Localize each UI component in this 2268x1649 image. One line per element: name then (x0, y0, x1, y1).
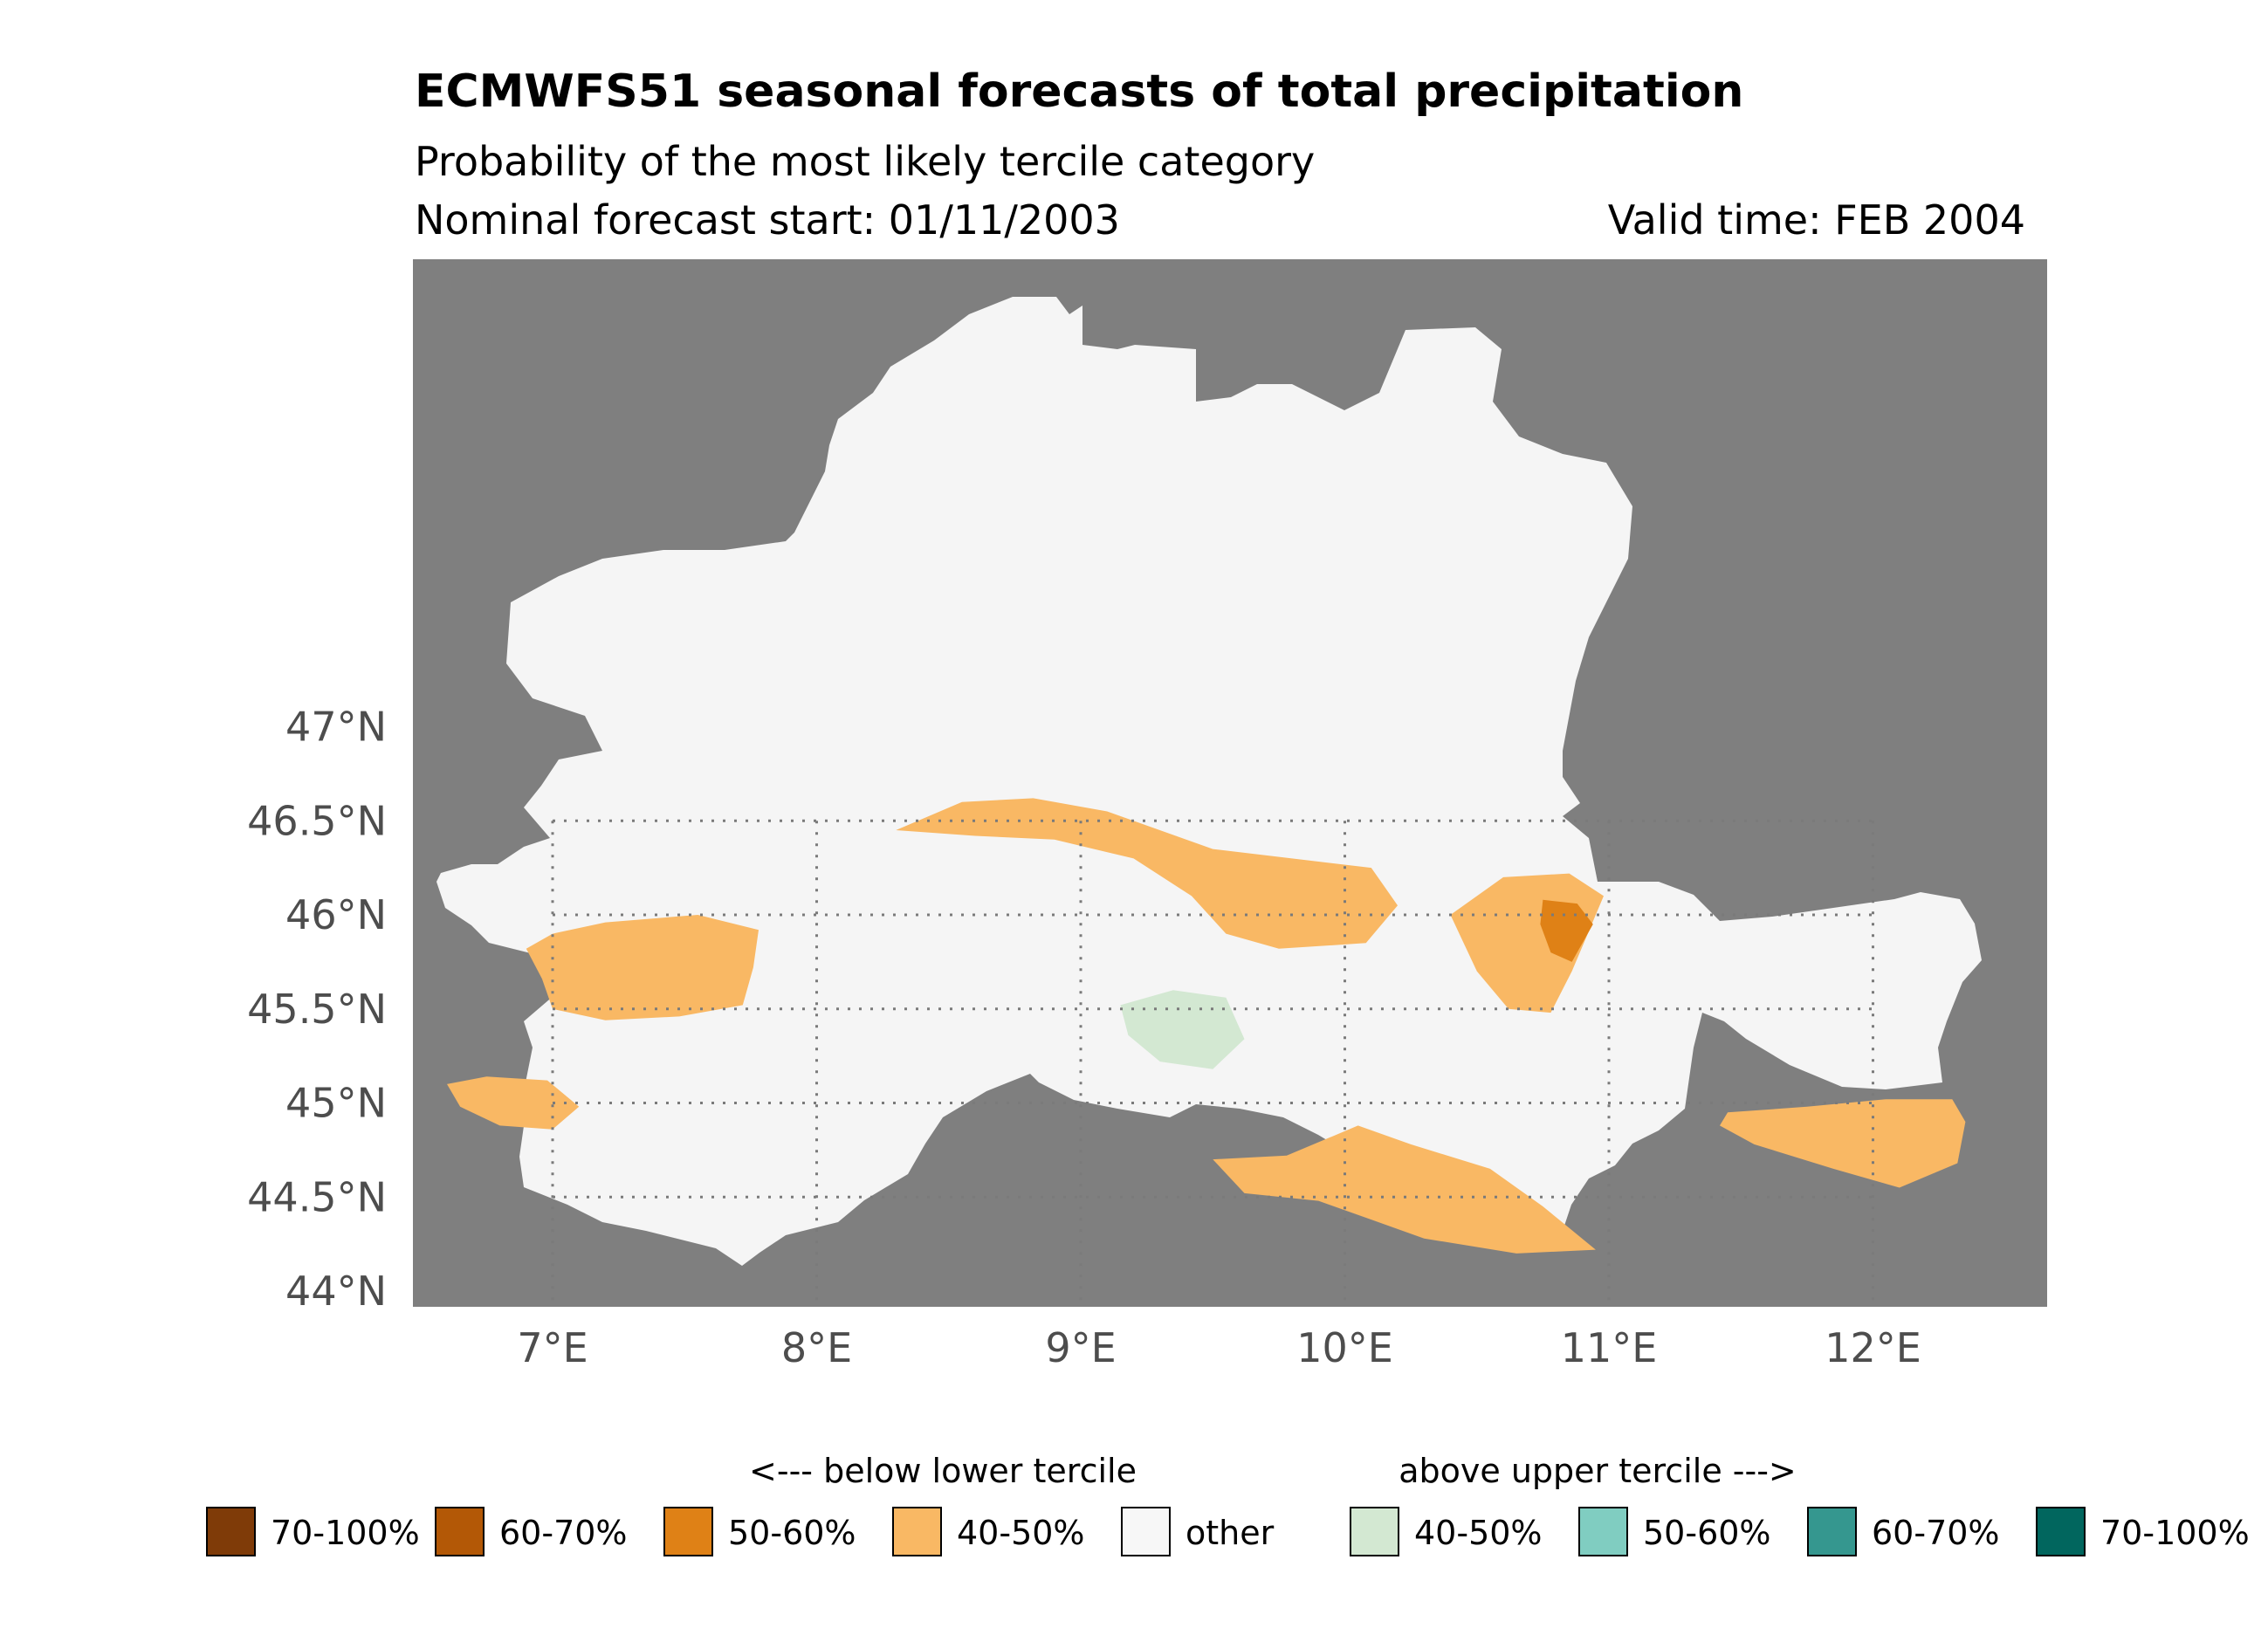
map-panel (413, 259, 2047, 1307)
y-tick-label: 45.5°N (247, 986, 387, 1033)
y-tick-label: 46.5°N (247, 797, 387, 844)
y-tick-label: 45°N (285, 1080, 387, 1127)
legend-swatch (1578, 1507, 1628, 1556)
chart-subtitle: Probability of the most likely tercile c… (415, 138, 1315, 185)
legend-swatch (663, 1507, 713, 1556)
y-tick-label: 44.5°N (247, 1173, 387, 1220)
x-tick-label: 9°E (1045, 1324, 1116, 1371)
region-north-cluster (896, 798, 1398, 949)
legend-item-label: 40-50% (1414, 1514, 1543, 1552)
chart-title: ECMWFS51 seasonal forecasts of total pre… (415, 65, 1743, 118)
region-east-cluster (1720, 1099, 1966, 1188)
y-tick-label: 46°N (285, 891, 387, 938)
legend-item-label: 70-100% (2100, 1514, 2250, 1552)
graticule (551, 819, 1874, 1302)
region-north-west-halo (526, 915, 759, 1020)
legend-item-label: 40-50% (957, 1514, 1085, 1552)
y-axis-ticks: 44°N 44.5°N 45°N 45.5°N 46°N 46.5°N 47°N (247, 704, 387, 1316)
region-outline (436, 297, 1982, 1266)
valid-time: Valid time: FEB 2004 (1608, 196, 2025, 244)
legend-swatch (435, 1507, 485, 1556)
legend-item-label: other (1186, 1514, 1275, 1552)
x-axis-ticks: 7°E 8°E 9°E 10°E 11°E 12°E (517, 1324, 1921, 1371)
x-tick-label: 11°E (1561, 1324, 1658, 1371)
region-west-patch (447, 1076, 580, 1130)
legend-swatch (2036, 1507, 2086, 1556)
legend-item-label: 50-60% (1643, 1514, 1771, 1552)
x-tick-label: 8°E (781, 1324, 852, 1371)
legend-swatch (1807, 1507, 1857, 1556)
legend: <--- below lower tercile above upper ter… (206, 1452, 2250, 1556)
legend-swatch (892, 1507, 942, 1556)
legend-item-label: 60-70% (1872, 1514, 2000, 1552)
region-south-cluster (1213, 1125, 1596, 1254)
y-tick-label: 47°N (285, 704, 387, 751)
x-tick-label: 7°E (517, 1324, 588, 1371)
legend-swatch (1350, 1507, 1399, 1556)
legend-swatch (1121, 1507, 1171, 1556)
legend-above-label: above upper tercile ---> (1399, 1452, 1797, 1490)
legend-item-label: 70-100% (271, 1514, 420, 1552)
legend-swatch (206, 1507, 256, 1556)
forecast-start: Nominal forecast start: 01/11/2003 (415, 196, 1120, 244)
y-tick-label: 44°N (285, 1268, 387, 1315)
x-tick-label: 12°E (1825, 1324, 1921, 1371)
legend-item-label: 50-60% (728, 1514, 856, 1552)
legend-items: 70-100% 60-70% 50-60% 40-50% other 40-50% 50-6… (206, 1507, 2250, 1556)
legend-below-label: <--- below lower tercile (749, 1452, 1137, 1490)
legend-item-label: 60-70% (499, 1514, 628, 1552)
x-tick-label: 10°E (1296, 1324, 1393, 1371)
